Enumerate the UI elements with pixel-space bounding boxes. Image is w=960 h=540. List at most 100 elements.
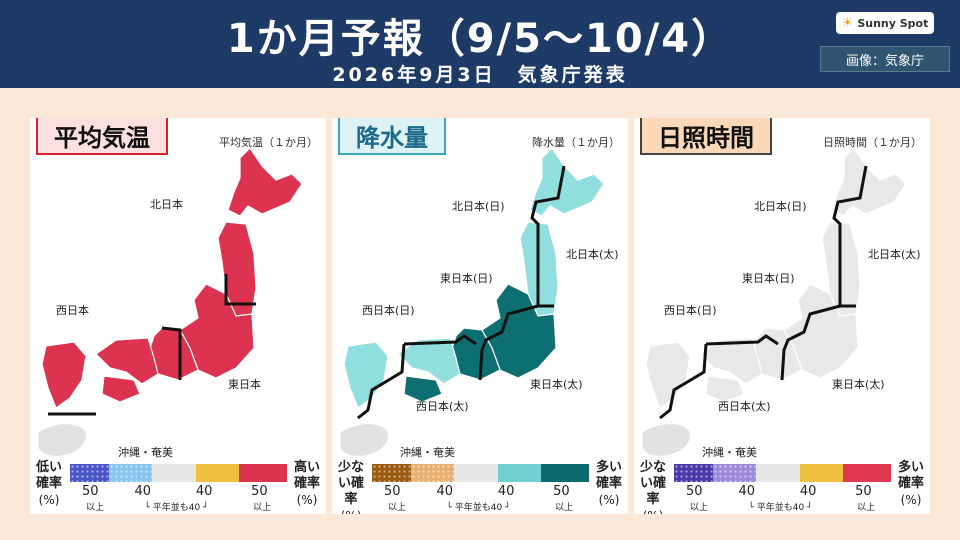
region-label: 北日本(日) bbox=[452, 200, 505, 213]
legend-high-text: 多い確率 bbox=[897, 460, 924, 491]
japan-map bbox=[339, 147, 605, 457]
region-label: 西日本(日) bbox=[664, 304, 717, 317]
sun-icon: ☀ bbox=[841, 15, 854, 31]
region-boundary-line bbox=[705, 334, 779, 346]
region-label: 沖縄・奄美 bbox=[118, 446, 173, 459]
panel-precipitation: 降水量 降水量（１か月） 北日本(日) 北日本(太) 東日本(日) 西日本(日)… bbox=[332, 118, 628, 514]
kinki-region bbox=[95, 337, 159, 385]
legend-tick-label: 40 bbox=[195, 484, 213, 499]
legend-ijo-label: 以上 bbox=[857, 503, 876, 513]
legend-color-swatch bbox=[195, 464, 240, 482]
region-boundary-line bbox=[161, 326, 182, 380]
shikoku-region bbox=[403, 375, 443, 403]
region-label: 東日本(日) bbox=[440, 272, 493, 285]
legend-tick-label: 40 bbox=[134, 484, 151, 499]
legend-color-swatch bbox=[411, 464, 455, 482]
legend-low-text: 少ない確率 bbox=[337, 460, 364, 507]
legend-color-swatch bbox=[843, 464, 891, 482]
shikoku-region bbox=[705, 375, 745, 403]
legend-ijo-label: 以上 bbox=[388, 503, 407, 513]
region-label: 西日本(日) bbox=[362, 304, 415, 317]
legend-tick-label: 50 bbox=[855, 484, 872, 499]
region-label: 東日本 bbox=[228, 378, 261, 391]
region-label: 北日本 bbox=[150, 198, 183, 211]
page-subtitle: 2026年9月3日 気象庁発表 bbox=[332, 64, 628, 86]
legend-ijo-label: 以上 bbox=[555, 503, 574, 513]
legend-tick-label: 40 bbox=[436, 484, 453, 499]
brand-logo: ☀ Sunny Spot bbox=[836, 12, 934, 34]
header-banner: 1か月予報（9/5～10/4） 2026年9月3日 気象庁発表 ☀ Sunny S… bbox=[0, 0, 960, 92]
legend-percent-unit: (%) bbox=[636, 508, 670, 514]
legend-normal-note: └ 平年並も40 ┘ bbox=[144, 503, 209, 513]
kanto-region bbox=[481, 283, 557, 379]
okinawa-region bbox=[641, 423, 692, 457]
legend-high-text: 高い確率 bbox=[293, 460, 320, 491]
region-boundary-line bbox=[780, 304, 841, 381]
page-title: 1か月予報（9/5～10/4） bbox=[226, 16, 734, 62]
legend-tick-label: 50 bbox=[384, 484, 401, 499]
legend-color-swatch bbox=[713, 464, 757, 482]
panel-title: 日照時間 bbox=[640, 118, 772, 155]
japan-map bbox=[37, 147, 303, 457]
region-label: 東日本(太) bbox=[530, 378, 583, 391]
japan-map bbox=[641, 147, 907, 457]
legend-percent-unit: (%) bbox=[334, 508, 368, 514]
panel-subtitle: 平均気温（１か月） bbox=[219, 136, 318, 149]
legend-low-text: 低い確率 bbox=[35, 460, 62, 491]
okinawa-region bbox=[37, 423, 88, 457]
shikoku-region bbox=[101, 375, 141, 403]
kanto-region bbox=[179, 283, 255, 379]
panel-title: 降水量 bbox=[338, 118, 446, 155]
legend-color-swatch bbox=[152, 464, 196, 482]
legend-tick-label: 50 bbox=[82, 484, 99, 499]
region-label: 北日本(太) bbox=[868, 248, 921, 261]
kyushu-region bbox=[41, 341, 87, 409]
legend-high-label: 高い確率 (%) bbox=[290, 460, 324, 508]
legend-percent-unit: (%) bbox=[38, 493, 60, 507]
panel-title: 平均気温 bbox=[36, 118, 168, 155]
legend-color-swatch bbox=[497, 464, 542, 482]
hokkaido-region bbox=[529, 147, 605, 217]
chubu-region bbox=[147, 327, 199, 381]
legend-color-swatch bbox=[109, 464, 153, 482]
legend-tick-label: 50 bbox=[251, 484, 268, 499]
region-label: 北日本(太) bbox=[566, 248, 619, 261]
legend-ijo-label: 以上 bbox=[253, 503, 272, 513]
region-label: 沖縄・奄美 bbox=[400, 446, 455, 459]
legend-ijo-label: 以上 bbox=[690, 503, 709, 513]
legend-color-swatch bbox=[372, 464, 412, 482]
kyushu-region bbox=[645, 341, 691, 409]
panel-subtitle: 日照時間（１か月） bbox=[823, 136, 922, 149]
legend-normal-note: └ 平年並も40 ┘ bbox=[748, 503, 813, 513]
legend-low-label: 少ない確率(%) bbox=[334, 460, 368, 514]
region-boundary-line bbox=[478, 304, 539, 381]
legend-color-swatch bbox=[756, 464, 800, 482]
region-label: 沖縄・奄美 bbox=[702, 446, 757, 459]
region-boundary-line bbox=[357, 343, 406, 420]
okinawa-region bbox=[339, 423, 390, 457]
legend-high-label: 多い確率 (%) bbox=[894, 460, 928, 508]
region-label: 東日本(太) bbox=[832, 378, 885, 391]
image-credit: 画像：気象庁 bbox=[820, 46, 950, 72]
panel-sunshine: 日照時間 日照時間（１か月） 北日本(日) 北日本(太) 東日本(日) 西日本(… bbox=[634, 118, 930, 514]
legend-high-label: 多い確率 (%) bbox=[592, 460, 626, 508]
legend-percent-unit: (%) bbox=[296, 493, 318, 507]
legend-color-swatch bbox=[799, 464, 844, 482]
legend-tick-label: 40 bbox=[497, 484, 515, 499]
legend-color-swatch bbox=[239, 464, 287, 482]
region-label: 北日本(日) bbox=[754, 200, 807, 213]
region-boundary-line bbox=[224, 274, 256, 306]
legend-tick-label: 40 bbox=[738, 484, 755, 499]
legend-ijo-label: 以上 bbox=[86, 503, 105, 513]
kanto-region bbox=[783, 283, 859, 379]
region-boundary-line bbox=[403, 334, 477, 346]
legend-high-text: 多い確率 bbox=[595, 460, 622, 491]
legend-tick-label: 50 bbox=[686, 484, 703, 499]
region-label: 西日本(太) bbox=[416, 400, 469, 413]
legend-normal-note: └ 平年並も40 ┘ bbox=[446, 503, 511, 513]
panel-temperature: 平均気温 平均気温（１か月） 北日本 西日本 東日本 沖縄・奄美 低い確率 (%)… bbox=[30, 118, 326, 514]
legend-color-swatch bbox=[541, 464, 589, 482]
hokkaido-region bbox=[227, 147, 303, 217]
